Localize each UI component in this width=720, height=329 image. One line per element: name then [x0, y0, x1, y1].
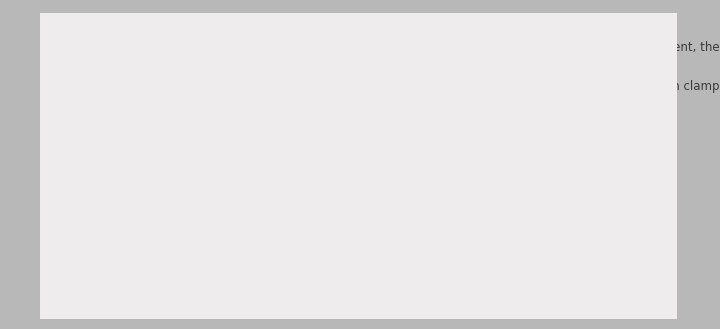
Text: N =: N = — [250, 196, 272, 209]
Bar — [279, 181, 600, 224]
Text: A single ion channel is selectively permeable to K⁺ and has a resistance of 1.20: A single ion channel is selectively perm… — [62, 41, 720, 54]
Text: K⁺ ions: K⁺ ions — [610, 196, 652, 209]
Text: How many ions, N, travel through the channel?: How many ions, N, travel through the cha… — [62, 145, 341, 158]
Text: for approximately 1.15 ms while the voltage across the channel is maintained at : for approximately 1.15 ms while the volt… — [62, 81, 720, 93]
